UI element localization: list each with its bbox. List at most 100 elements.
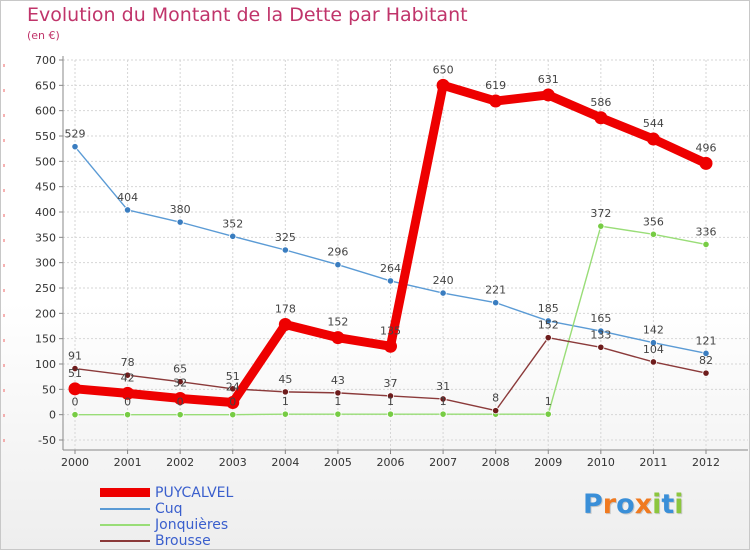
y-tick-label: 150 — [35, 333, 56, 346]
data-label: 82 — [699, 354, 713, 367]
data-label: 165 — [590, 312, 611, 325]
x-tick-label: 2007 — [429, 456, 457, 469]
data-label: 1 — [334, 395, 341, 408]
data-point — [229, 385, 237, 393]
data-label: 496 — [696, 141, 717, 154]
data-label: 31 — [436, 380, 450, 393]
data-point — [649, 230, 658, 238]
data-label: 0 — [124, 396, 131, 409]
data-point — [281, 410, 289, 418]
y-tick-label: 100 — [35, 358, 56, 371]
data-point — [702, 240, 710, 249]
data-point — [123, 206, 132, 214]
data-label: 380 — [170, 203, 191, 216]
legend-label: Cuq — [155, 501, 183, 517]
logo-letter: P — [583, 489, 603, 520]
data-label: 152 — [538, 319, 559, 332]
data-point — [386, 410, 395, 418]
data-label: 78 — [121, 356, 135, 369]
legend-swatch — [100, 508, 150, 510]
data-label: 221 — [485, 284, 506, 297]
data-point — [173, 391, 187, 405]
data-label: 296 — [327, 246, 348, 259]
data-label: 185 — [538, 302, 559, 315]
legend-item-jonquieres: Jonquières — [100, 517, 320, 533]
data-point — [541, 88, 555, 102]
grid — [63, 59, 748, 450]
data-label: 24 — [226, 381, 240, 394]
data-label: 650 — [433, 63, 454, 76]
data-label: 0 — [229, 396, 236, 409]
data-point — [281, 246, 289, 254]
data-point — [646, 132, 660, 146]
data-point — [71, 411, 79, 419]
data-point — [597, 327, 605, 335]
legend-swatch — [100, 488, 150, 497]
x-tick-label: 2011 — [639, 456, 667, 469]
y-tick-label: 400 — [35, 206, 56, 219]
y-tick-label: 200 — [35, 307, 56, 320]
legend-label: Brousse — [155, 533, 211, 549]
logo-letter: i — [652, 489, 662, 520]
data-point — [492, 407, 500, 415]
data-label: 43 — [331, 374, 345, 387]
logo-letter: x — [634, 489, 653, 520]
data-point — [544, 410, 552, 418]
data-point — [649, 339, 658, 347]
data-label: 178 — [275, 302, 296, 315]
data-label: 325 — [275, 231, 296, 244]
data-point — [594, 111, 608, 125]
x-tick-label: 2001 — [114, 456, 142, 469]
legend-label: Jonquières — [155, 517, 229, 533]
data-point — [123, 411, 132, 419]
data-point — [71, 364, 79, 373]
data-point — [702, 369, 710, 377]
data-label: 631 — [538, 73, 559, 86]
series-lines — [68, 78, 713, 419]
proxiti-logo: Proxiti — [583, 489, 684, 520]
data-point — [121, 386, 135, 400]
data-point — [176, 218, 184, 226]
x-tick-label: 2009 — [534, 456, 562, 469]
data-point — [334, 410, 342, 418]
data-point — [699, 156, 713, 170]
legend: PUYCALVEL Cuq Jonquières Brousse — [100, 485, 320, 549]
data-label: 135 — [380, 324, 401, 337]
data-label: 152 — [327, 316, 348, 329]
data-point — [176, 411, 184, 419]
data-point — [489, 94, 503, 108]
y-tick-label: 300 — [35, 257, 56, 270]
legend-item-brousse: Brousse — [100, 533, 320, 549]
logo-letter: o — [616, 489, 635, 520]
data-label: 45 — [278, 373, 292, 386]
chart-title: Evolution du Montant de la Dette par Hab… — [27, 4, 468, 26]
data-point — [226, 396, 240, 410]
data-label: 121 — [696, 334, 717, 347]
data-label: 51 — [226, 370, 240, 383]
data-label: 372 — [590, 207, 611, 220]
data-label: 42 — [121, 371, 135, 384]
y-tick-label: 450 — [35, 181, 56, 194]
data-label: 104 — [643, 343, 664, 356]
data-label: 91 — [68, 350, 82, 363]
data-label: 1 — [545, 395, 552, 408]
data-label: 1 — [282, 395, 289, 408]
data-label: 65 — [173, 363, 187, 376]
x-tick-label: 2010 — [587, 456, 615, 469]
data-label: 619 — [485, 79, 506, 92]
data-point — [386, 277, 395, 285]
x-tick-label: 2012 — [692, 456, 720, 469]
data-point — [492, 299, 500, 307]
logo-letter: r — [602, 489, 617, 520]
legend-swatch — [100, 524, 150, 526]
data-label: 240 — [433, 274, 454, 287]
data-label: 37 — [384, 377, 398, 390]
y-tick-label: 650 — [35, 79, 56, 92]
data-point — [386, 392, 395, 400]
data-point — [281, 388, 289, 396]
data-label: 336 — [696, 225, 717, 238]
y-tick-label: 700 — [35, 54, 56, 67]
data-label: 544 — [643, 117, 664, 130]
